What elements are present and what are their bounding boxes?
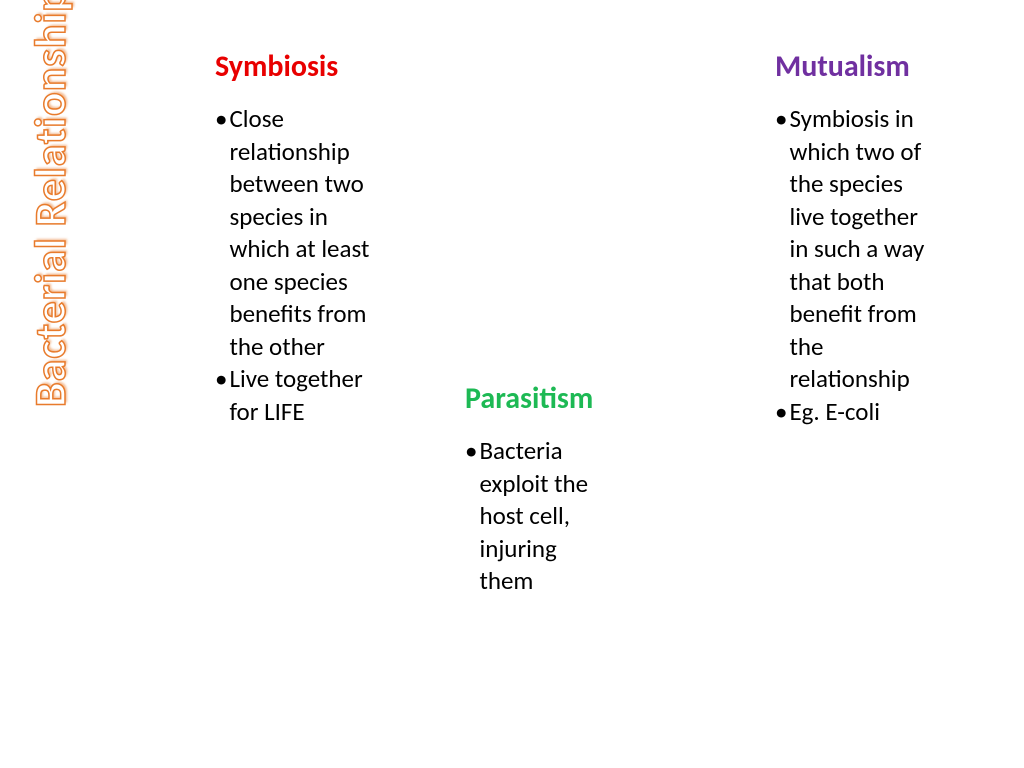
- mutualism-bullets: •Symbiosis in which two of the species l…: [775, 103, 940, 428]
- section-parasitism: Parasitism •Bacteria exploit the host ce…: [465, 380, 595, 598]
- bullet-dot-icon: •: [465, 435, 477, 598]
- parasitism-bullets: •Bacteria exploit the host cell, injurin…: [465, 435, 595, 598]
- bullet-text: Live together for LIFE: [229, 363, 375, 428]
- bullet-item: •Symbiosis in which two of the species l…: [775, 103, 940, 396]
- parasitism-title: Parasitism: [465, 380, 595, 417]
- bullet-dot-icon: •: [775, 396, 787, 429]
- mutualism-title: Mutualism: [775, 48, 940, 85]
- bullet-text: Close relationship between two species i…: [229, 103, 375, 363]
- symbiosis-bullets: •Close relationship between two species …: [215, 103, 375, 428]
- bullet-dot-icon: •: [215, 103, 227, 363]
- bullet-dot-icon: •: [215, 363, 227, 428]
- section-symbiosis: Symbiosis •Close relationship between tw…: [215, 48, 375, 428]
- bullet-item: •Close relationship between two species …: [215, 103, 375, 363]
- bullet-item: •Eg. E-coli: [775, 396, 940, 429]
- symbiosis-title: Symbiosis: [215, 48, 375, 85]
- section-mutualism: Mutualism •Symbiosis in which two of the…: [775, 48, 940, 428]
- page-title-vertical: Bacterial Relationships: [23, 0, 77, 407]
- bullet-text: Bacteria exploit the host cell, injuring…: [479, 435, 595, 598]
- bullet-item: •Live together for LIFE: [215, 363, 375, 428]
- bullet-text: Eg. E-coli: [789, 396, 880, 429]
- bullet-dot-icon: •: [775, 103, 787, 396]
- bullet-item: •Bacteria exploit the host cell, injurin…: [465, 435, 595, 598]
- bullet-text: Symbiosis in which two of the species li…: [789, 103, 940, 396]
